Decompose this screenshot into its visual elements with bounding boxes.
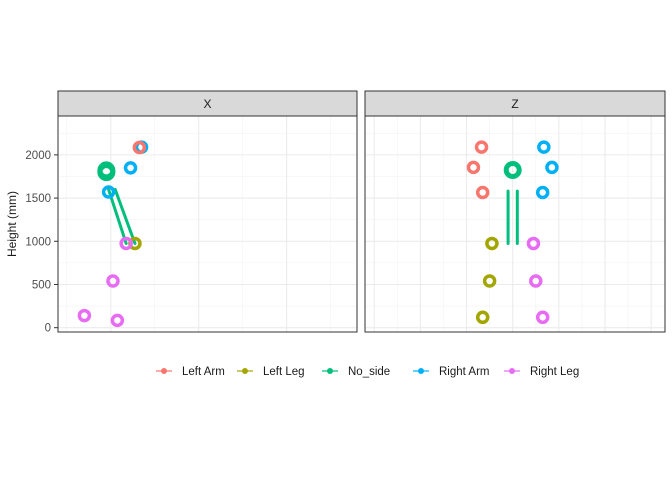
strip-1-label: X — [203, 97, 211, 111]
data-point-right-arm — [101, 185, 116, 199]
panel-1-background — [58, 116, 357, 332]
panel-1-links — [107, 187, 137, 245]
data-point-no-side — [503, 161, 522, 179]
data-point-right-arm — [123, 161, 138, 175]
legend-key-dot — [418, 368, 424, 374]
panel-1-points — [77, 140, 149, 328]
data-point-right-arm — [537, 140, 551, 154]
skeleton-segment — [113, 187, 137, 245]
legend-key-dot — [161, 368, 167, 374]
panel-2-links — [506, 189, 519, 245]
legend-label: Left Leg — [263, 366, 305, 378]
data-point-right-leg — [529, 274, 543, 288]
y-tick-label: 0 — [45, 323, 51, 335]
data-point-left-arm — [132, 140, 147, 155]
skeleton-segment — [107, 187, 128, 245]
y-tick-label: 500 — [32, 279, 51, 291]
legend-label: Right Leg — [530, 366, 579, 378]
data-point-right-leg — [106, 274, 120, 288]
data-point-right-leg — [119, 236, 133, 251]
legend-label: No_side — [348, 366, 390, 378]
panel-2-grid — [365, 116, 665, 332]
data-point-left-leg — [475, 310, 490, 325]
legend-label: Left Arm — [182, 366, 225, 378]
strip-2-label: Z — [511, 97, 518, 111]
data-point-right-leg — [526, 236, 541, 251]
data-point-left-leg — [485, 236, 499, 251]
legend: Left Arm Left Leg No_side Right Arm Right Le… — [156, 366, 579, 378]
y-tick-label: 1500 — [25, 193, 51, 205]
data-point-right-leg — [535, 310, 550, 325]
y-tick-label: 2000 — [25, 150, 51, 162]
legend-key-dot — [509, 368, 515, 374]
data-point-left-arm — [466, 160, 481, 175]
data-point-no-side — [97, 163, 116, 182]
panel-1: X — [57, 90, 358, 333]
data-point-right-arm — [545, 160, 559, 175]
y-axis: 0 500 1000 1500 2000 — [25, 150, 58, 335]
panel-1-border — [57, 115, 358, 333]
panel-2-points — [466, 140, 559, 325]
strip-1-background — [57, 90, 358, 117]
strip-2-background — [364, 90, 666, 117]
data-point-left-leg — [482, 274, 497, 288]
data-point-left-arm — [474, 140, 489, 154]
panel-2: Z — [364, 90, 666, 333]
data-point-right-leg — [110, 313, 125, 328]
panel-2-border — [364, 115, 666, 333]
y-tick-label: 1000 — [25, 236, 51, 248]
legend-key-dot — [242, 368, 248, 374]
y-axis-title: Height (mm) — [5, 191, 19, 257]
data-point-right-leg — [77, 308, 92, 323]
panel-2-background — [365, 116, 665, 332]
legend-key-dot — [327, 368, 333, 374]
data-point-left-arm — [475, 185, 490, 200]
legend-label: Right Arm — [439, 366, 490, 378]
data-point-right-arm — [535, 185, 550, 200]
